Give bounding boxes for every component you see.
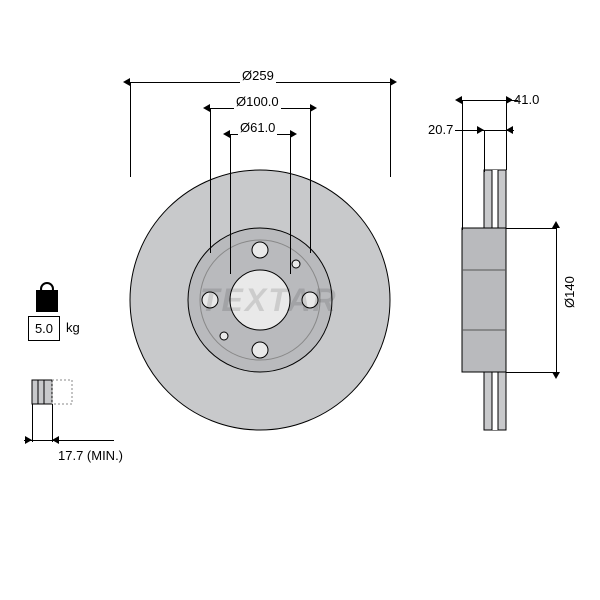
- disc-side-view: [0, 0, 600, 600]
- weight-unit: kg: [64, 320, 82, 335]
- dim-pcd-label: Ø100.0: [234, 94, 281, 109]
- dim-outer-label: Ø259: [240, 68, 276, 83]
- dim-hat-label: Ø140: [562, 274, 577, 310]
- min-thickness-label: 17.7 (MIN.): [56, 448, 125, 463]
- weight-value: 5.0: [28, 316, 60, 341]
- weight-icon: [36, 290, 58, 312]
- dim-depth: [462, 100, 506, 101]
- min-thickness-gauge: [28, 378, 88, 418]
- dim-hat-height: [556, 228, 557, 372]
- dim-bore-label: Ø61.0: [238, 120, 277, 135]
- dim-thickness-label: 20.7: [426, 122, 455, 137]
